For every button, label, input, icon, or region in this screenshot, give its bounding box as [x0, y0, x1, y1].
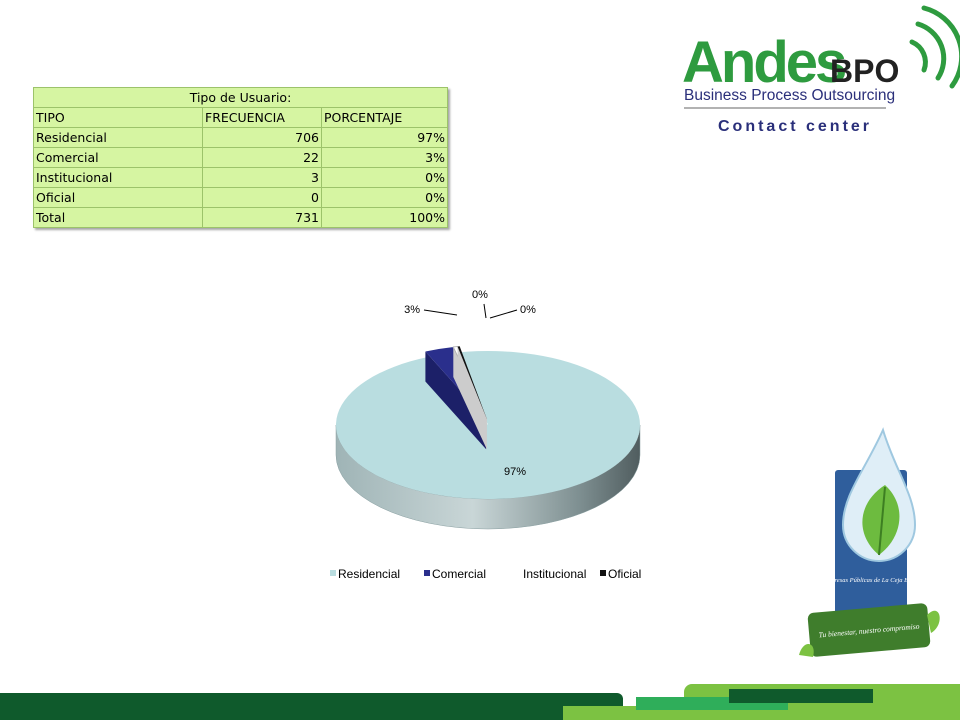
cell-porcentaje: 100% — [321, 207, 448, 228]
cell-porcentaje: 3% — [321, 147, 448, 168]
legend-item-residencial: Residencial — [330, 567, 400, 581]
cell-porcentaje: 0% — [321, 187, 448, 208]
table-row: Oficial 0 0% — [33, 187, 448, 208]
data-label-oficial: 0% — [520, 304, 536, 316]
legend-item-comercial: Comercial — [424, 567, 486, 581]
leaf-icon — [862, 485, 900, 555]
table-row: Residencial 706 97% — [33, 127, 448, 148]
pie-slice-residencial — [335, 351, 641, 530]
leader-line — [483, 303, 487, 319]
logo-name-main: Andes — [682, 30, 845, 95]
data-label-institucional: 0% — [472, 289, 488, 301]
andes-bpo-logo: Andes BPO Business Process Outsourcing C… — [682, 5, 960, 135]
logo-subline: Contact center — [718, 118, 872, 135]
cell-tipo: Residencial — [33, 127, 203, 148]
epc-logo: Empresas Públicas de La Ceja E.S.P. Tu b… — [799, 427, 940, 657]
legend-swatch — [424, 570, 430, 576]
signal-waves-icon — [909, 5, 960, 89]
cell-porcentaje: 0% — [321, 167, 448, 188]
leader-line — [423, 309, 458, 316]
legend-swatch — [330, 570, 336, 576]
legend-item-institucional: Institucional — [514, 567, 586, 581]
footer-bar-dark — [0, 693, 623, 720]
cell-tipo: Oficial — [33, 187, 203, 208]
cell-frecuencia: 706 — [202, 127, 322, 148]
table-row: Institucional 3 0% — [33, 167, 448, 188]
table-row-total: Total 731 100% — [33, 207, 448, 228]
pie-slices — [335, 346, 641, 530]
cell-tipo: Total — [33, 207, 203, 228]
cell-tipo: Institucional — [33, 167, 203, 188]
legend-swatch — [514, 569, 522, 577]
legend-swatch — [600, 570, 606, 576]
table-title: Tipo de Usuario: — [33, 87, 448, 108]
cell-frecuencia: 0 — [202, 187, 322, 208]
cell-frecuencia: 731 — [202, 207, 322, 228]
pie-chart: 97% 3% 0% 0% Residencial Comercial Institucio… — [330, 289, 641, 581]
logo-tagline: Business Process Outsourcing — [684, 87, 895, 104]
cell-tipo: Comercial — [33, 147, 203, 168]
footer-bar-accent — [729, 689, 873, 703]
legend-item-oficial: Oficial — [600, 567, 641, 581]
user-type-table: Tipo de Usuario: TIPO FRECUENCIA PORCENT… — [33, 87, 448, 228]
legend-label: Residencial — [338, 567, 400, 581]
cell-porcentaje: 97% — [321, 127, 448, 148]
chart-legend: Residencial Comercial Institucional Oficial — [330, 567, 641, 581]
small-leaf-icon — [927, 610, 940, 633]
legend-label: Comercial — [432, 567, 486, 581]
cell-frecuencia: 3 — [202, 167, 322, 188]
cell-frecuencia: 22 — [202, 147, 322, 168]
header-porcentaje: PORCENTAJE — [321, 107, 448, 128]
legend-label: Institucional — [523, 567, 586, 581]
data-label-residencial: 97% — [504, 466, 526, 478]
table-row: Comercial 22 3% — [33, 147, 448, 168]
legend-label: Oficial — [608, 567, 641, 581]
data-label-comercial: 3% — [404, 304, 420, 316]
logo-org: Empresas Públicas de La Ceja E.S.P. — [822, 577, 920, 584]
slogan-badge — [807, 603, 931, 657]
leader-line — [489, 309, 518, 319]
header-frecuencia: FRECUENCIA — [202, 107, 322, 128]
small-leaf-icon — [799, 643, 814, 657]
data-labels: 97% 3% 0% 0% — [404, 289, 536, 478]
pie-slice-oficial — [457, 346, 487, 450]
header-tipo: TIPO — [33, 107, 203, 128]
logo-name-suffix: BPO — [830, 53, 899, 89]
